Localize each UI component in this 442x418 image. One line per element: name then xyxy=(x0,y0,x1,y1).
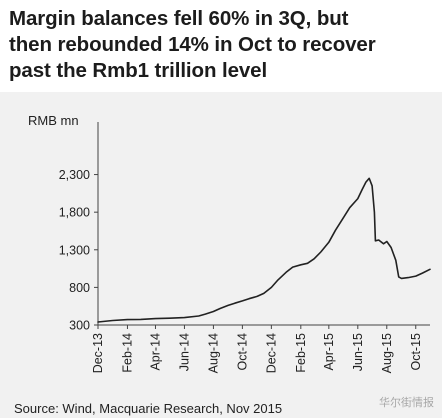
watermark: 华尔街情报 xyxy=(379,396,434,409)
chart-panel xyxy=(0,92,442,418)
x-tick-label: Dec-14 xyxy=(264,333,278,373)
series-line-0 xyxy=(97,177,431,323)
title-line-1: Margin balances fell 60% in 3Q, but xyxy=(9,7,349,30)
x-tick-label: Feb-14 xyxy=(120,333,134,373)
y-tick-label: 2,300 xyxy=(59,168,90,182)
y-axis-unit-label: RMB mn xyxy=(28,113,79,128)
x-tick-label: Aug-15 xyxy=(380,333,394,373)
x-tick-label: Apr-14 xyxy=(148,333,162,371)
x-tick-label: Feb-15 xyxy=(294,333,308,373)
source-note: Source: Wind, Macquarie Research, Nov 20… xyxy=(14,401,283,416)
x-tick-label: Oct-14 xyxy=(235,333,249,371)
title-line-2: then rebounded 14% in Oct to recover xyxy=(9,33,376,56)
x-tick-label: Dec-13 xyxy=(91,333,105,373)
x-tick-label: Jun-14 xyxy=(177,333,191,371)
x-tick-label: Jun-15 xyxy=(351,333,365,371)
x-tick-label: Oct-15 xyxy=(409,333,423,371)
chart-title: Margin balances fell 60% in 3Q, but then… xyxy=(9,6,437,84)
x-tick-label: Apr-15 xyxy=(322,333,336,371)
y-tick-label: 300 xyxy=(69,319,90,333)
y-tick-label: 1,800 xyxy=(59,206,90,220)
y-tick-label: 800 xyxy=(69,281,90,295)
title-line-3: past the Rmb1 trillion level xyxy=(9,59,268,82)
x-tick-label: Aug-14 xyxy=(206,333,220,373)
y-tick-label: 1,300 xyxy=(59,243,90,257)
